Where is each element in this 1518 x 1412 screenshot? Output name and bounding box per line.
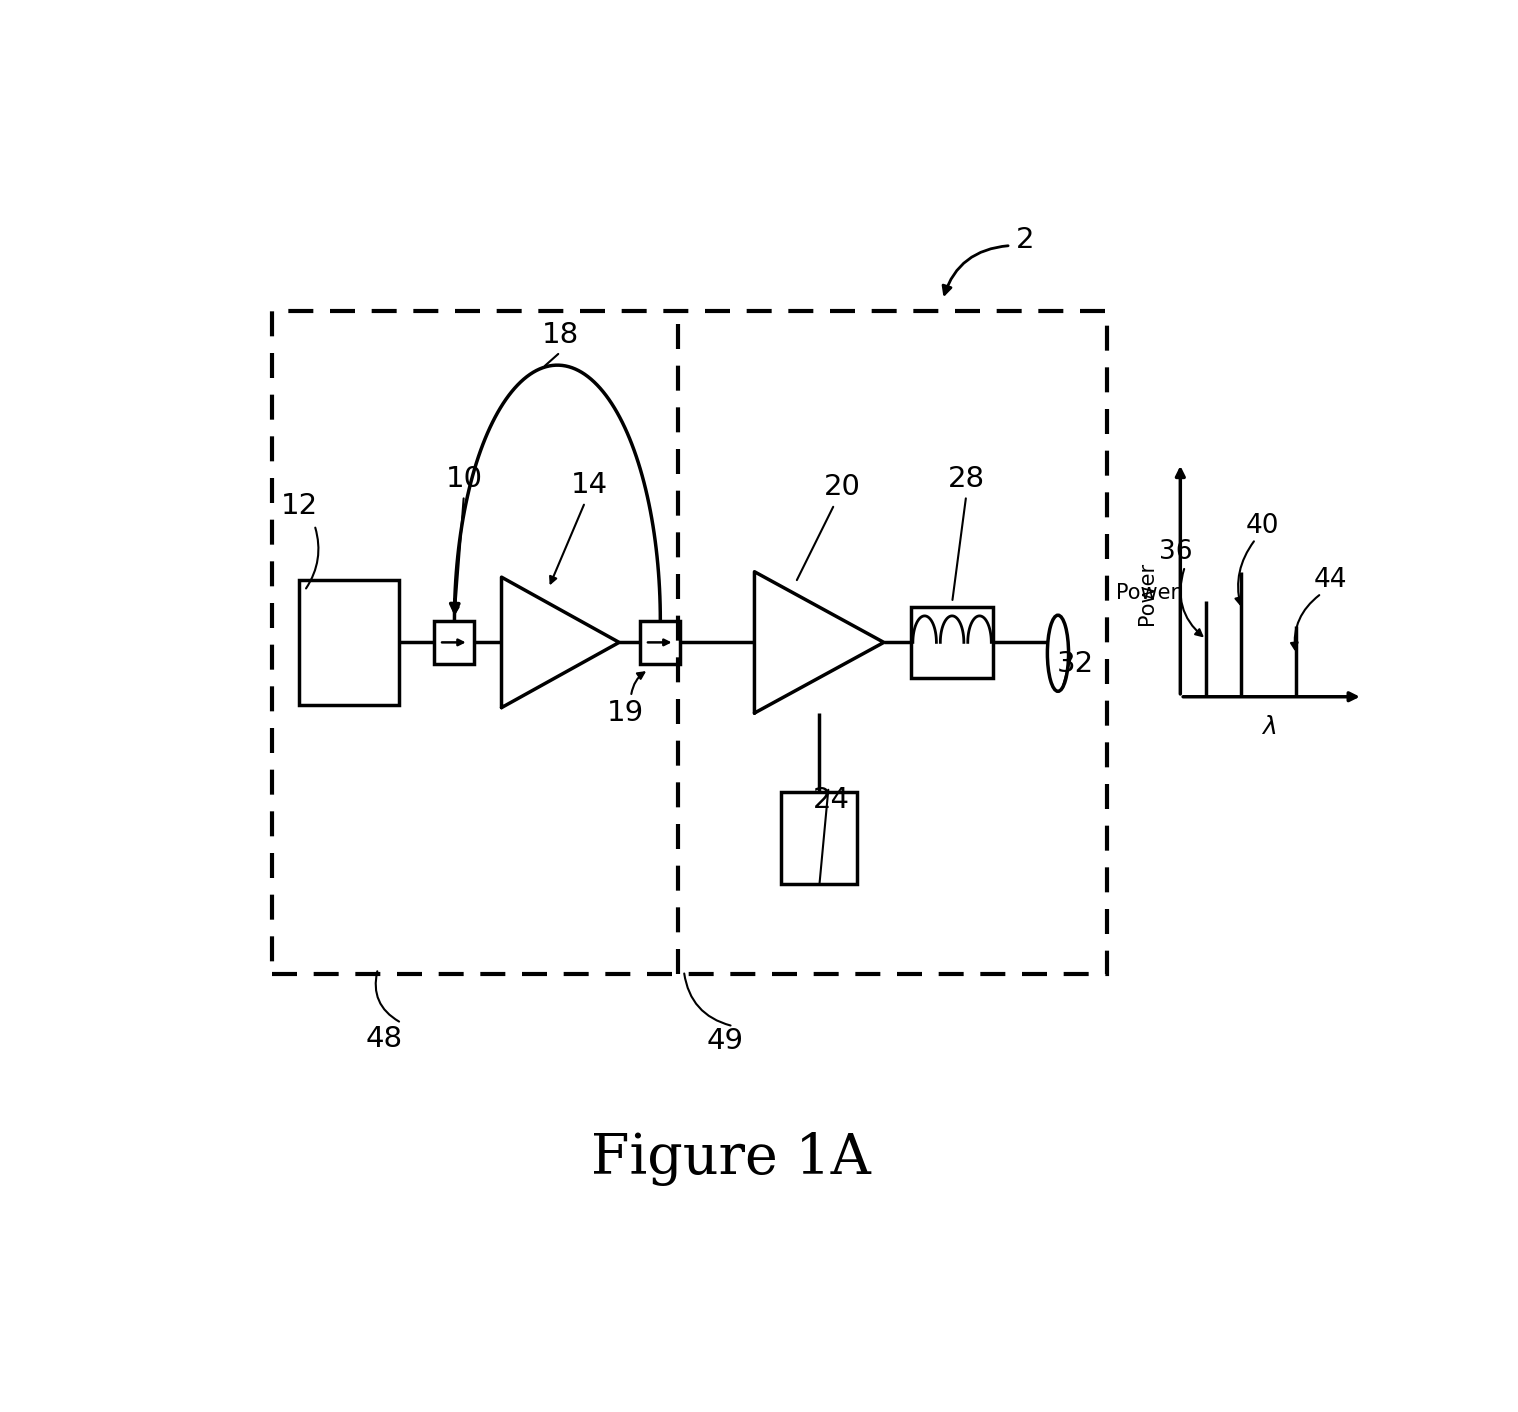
Bar <box>272 311 1107 974</box>
Text: Power: Power <box>1116 583 1179 603</box>
Text: 32: 32 <box>1057 650 1094 678</box>
Bar <box>434 621 475 664</box>
Bar <box>641 621 680 664</box>
Bar <box>299 580 399 705</box>
Ellipse shape <box>1047 616 1069 692</box>
Text: 20: 20 <box>824 473 861 501</box>
Text: 48: 48 <box>366 1025 402 1053</box>
Text: 18: 18 <box>542 321 578 349</box>
Text: Figure 1A: Figure 1A <box>591 1131 871 1186</box>
Text: 40: 40 <box>1246 513 1280 539</box>
Text: 14: 14 <box>571 470 609 498</box>
Text: 44: 44 <box>1315 568 1348 593</box>
Bar <box>911 607 993 678</box>
Text: 24: 24 <box>812 786 850 815</box>
Bar <box>780 792 858 884</box>
Text: 2: 2 <box>1016 226 1034 254</box>
Text: Power: Power <box>1137 562 1157 626</box>
Text: 36: 36 <box>1158 539 1192 565</box>
Text: 19: 19 <box>607 699 644 727</box>
Text: 10: 10 <box>445 466 483 493</box>
Text: 12: 12 <box>281 493 317 521</box>
Text: 49: 49 <box>706 1028 744 1055</box>
Text: $\lambda$: $\lambda$ <box>1261 716 1277 740</box>
Text: 28: 28 <box>947 466 985 493</box>
